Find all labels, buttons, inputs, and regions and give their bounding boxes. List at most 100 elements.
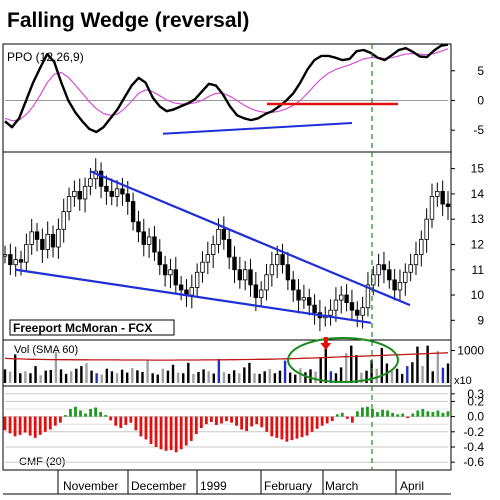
volume-bar xyxy=(13,354,17,383)
price-candle xyxy=(440,190,445,205)
volume-bar xyxy=(120,369,124,383)
cmf-bar xyxy=(74,406,77,417)
cmf-bar xyxy=(69,409,72,417)
volume-bar xyxy=(49,370,53,383)
volume-bar xyxy=(309,369,312,383)
price-candle xyxy=(120,188,125,195)
price-candle xyxy=(56,228,61,248)
cmf-bar xyxy=(215,416,218,425)
volume-bar xyxy=(288,372,292,383)
volume-bar xyxy=(100,374,103,383)
price-candle xyxy=(408,264,413,273)
cmf-bar xyxy=(240,416,244,430)
volume-bar xyxy=(166,370,170,383)
cmf-bar xyxy=(149,416,153,444)
volume-bar xyxy=(44,370,47,383)
price-candle xyxy=(146,236,152,245)
cmf-bar xyxy=(8,416,12,434)
volume-bar xyxy=(283,360,287,383)
cmf-bar xyxy=(189,416,193,441)
ppo-line xyxy=(4,43,449,134)
price-candle xyxy=(429,196,435,220)
price-candle xyxy=(301,297,307,301)
cmf-bar xyxy=(280,416,284,440)
price-candle xyxy=(424,218,429,240)
volume-bar xyxy=(131,368,134,383)
cmf-panel xyxy=(2,385,452,471)
cmf-series-group xyxy=(3,393,450,463)
price-axis-tick-label: 9 xyxy=(477,313,484,327)
x-axis-label: November xyxy=(63,479,118,493)
cmf-bar xyxy=(361,407,364,417)
volume-bar xyxy=(187,362,190,383)
price-candle xyxy=(275,254,280,266)
volume-bar xyxy=(416,346,419,383)
price-candle xyxy=(136,221,141,233)
price-candle xyxy=(13,259,18,266)
chart-title: Falling Wedge (reversal) xyxy=(7,9,249,32)
cmf-bar xyxy=(159,416,163,450)
cmf-bar xyxy=(169,416,173,451)
volume-label: Vol (SMA 60) xyxy=(14,344,78,356)
cmf-bar xyxy=(235,416,238,426)
cmf-bar xyxy=(250,416,254,427)
price-candle xyxy=(296,289,301,301)
price-candle xyxy=(403,271,408,283)
volume-bar xyxy=(156,374,159,383)
volume-bar xyxy=(3,369,7,383)
cmf-bar xyxy=(204,416,208,425)
cmf-bar xyxy=(64,415,67,417)
volume-bar xyxy=(294,374,297,383)
volume-bar xyxy=(207,371,210,383)
volume-bar xyxy=(217,358,221,383)
x-axis-label: February xyxy=(264,479,312,493)
price-candle xyxy=(50,233,56,248)
volume-bar xyxy=(212,373,215,383)
price-candle xyxy=(141,231,146,245)
cmf-bar xyxy=(230,416,233,423)
volume-series-group xyxy=(3,345,450,383)
price-axis-tick-label: 15 xyxy=(471,162,485,176)
cmf-bar xyxy=(104,415,108,417)
cmf-bar xyxy=(23,416,27,433)
price-candle xyxy=(45,233,50,250)
cmf-axis-tick-label: -0.2 xyxy=(463,425,484,439)
price-candle xyxy=(339,294,344,301)
cmf-bar xyxy=(89,409,92,417)
cmf-bar xyxy=(376,412,379,417)
price-candle xyxy=(376,264,381,276)
price-candle xyxy=(328,309,333,316)
volume-bar xyxy=(110,371,114,383)
volume-bar xyxy=(59,369,63,383)
price-candle xyxy=(109,190,114,197)
volume-bar xyxy=(34,366,37,383)
cmf-bar xyxy=(305,416,309,436)
cmf-bar xyxy=(174,416,178,453)
cmf-bar xyxy=(340,412,344,417)
volume-bar xyxy=(39,375,42,383)
volume-bar xyxy=(146,359,149,383)
cmf-bar xyxy=(355,411,359,417)
volume-bar xyxy=(90,370,93,383)
price-candle xyxy=(242,269,248,281)
volume-bar xyxy=(304,372,307,383)
cmf-bar xyxy=(275,416,279,438)
ppo-signal-line xyxy=(4,48,449,122)
volume-bar xyxy=(365,370,368,383)
cmf-bar xyxy=(28,416,32,436)
cmf-bar xyxy=(436,410,440,417)
volume-bar xyxy=(136,370,139,383)
volume-bar xyxy=(64,373,68,383)
security-label-box xyxy=(9,319,175,336)
price-candle xyxy=(285,264,291,281)
volume-bar xyxy=(227,373,231,383)
volume-bar xyxy=(334,373,338,383)
cmf-bar xyxy=(371,409,374,417)
price-candle xyxy=(173,269,178,286)
volume-bar xyxy=(24,371,27,383)
cmf-bar xyxy=(58,416,62,423)
price-candle xyxy=(291,279,296,291)
cmf-bar xyxy=(446,411,450,417)
volume-bar xyxy=(339,367,343,383)
